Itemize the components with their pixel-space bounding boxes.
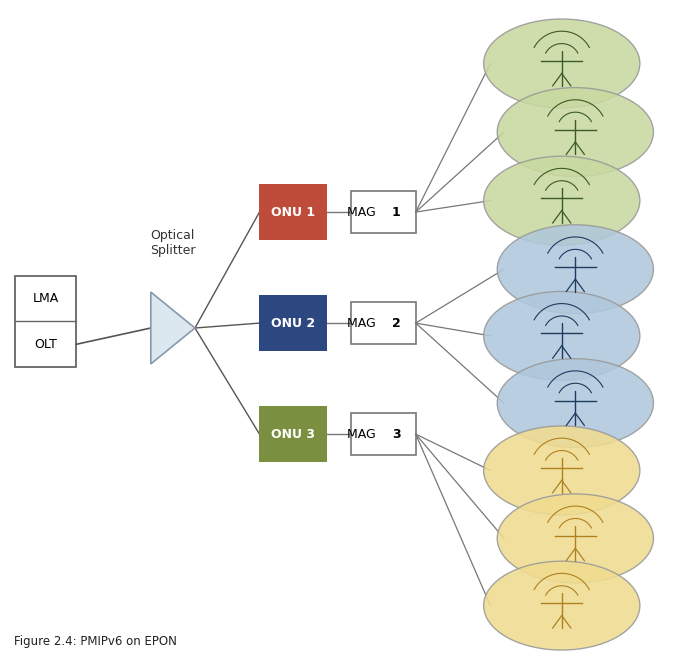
Ellipse shape	[484, 426, 640, 515]
FancyBboxPatch shape	[351, 191, 416, 234]
Ellipse shape	[484, 291, 640, 380]
Text: 1: 1	[391, 205, 400, 218]
FancyBboxPatch shape	[259, 184, 327, 240]
Text: ONU 1: ONU 1	[271, 205, 316, 218]
FancyBboxPatch shape	[351, 413, 416, 455]
FancyBboxPatch shape	[259, 406, 327, 462]
FancyBboxPatch shape	[15, 276, 76, 367]
Text: ONU 3: ONU 3	[271, 428, 316, 441]
Ellipse shape	[497, 225, 653, 314]
Text: 3: 3	[391, 428, 400, 441]
Ellipse shape	[497, 88, 653, 176]
Text: MAG: MAG	[347, 317, 380, 329]
Text: LMA: LMA	[33, 292, 59, 305]
Text: ONU 2: ONU 2	[271, 317, 316, 329]
Ellipse shape	[484, 156, 640, 245]
Polygon shape	[151, 292, 195, 364]
Ellipse shape	[497, 359, 653, 447]
Ellipse shape	[484, 19, 640, 108]
FancyBboxPatch shape	[351, 302, 416, 344]
Text: MAG: MAG	[347, 428, 380, 441]
Text: Optical
Splitter: Optical Splitter	[150, 229, 196, 257]
Text: MAG: MAG	[347, 205, 380, 218]
Text: Figure 2.4: PMIPv6 on EPON: Figure 2.4: PMIPv6 on EPON	[14, 635, 177, 648]
Ellipse shape	[484, 561, 640, 650]
Text: OLT: OLT	[34, 338, 57, 351]
Ellipse shape	[497, 494, 653, 583]
FancyBboxPatch shape	[259, 295, 327, 351]
Text: 2: 2	[391, 317, 400, 329]
